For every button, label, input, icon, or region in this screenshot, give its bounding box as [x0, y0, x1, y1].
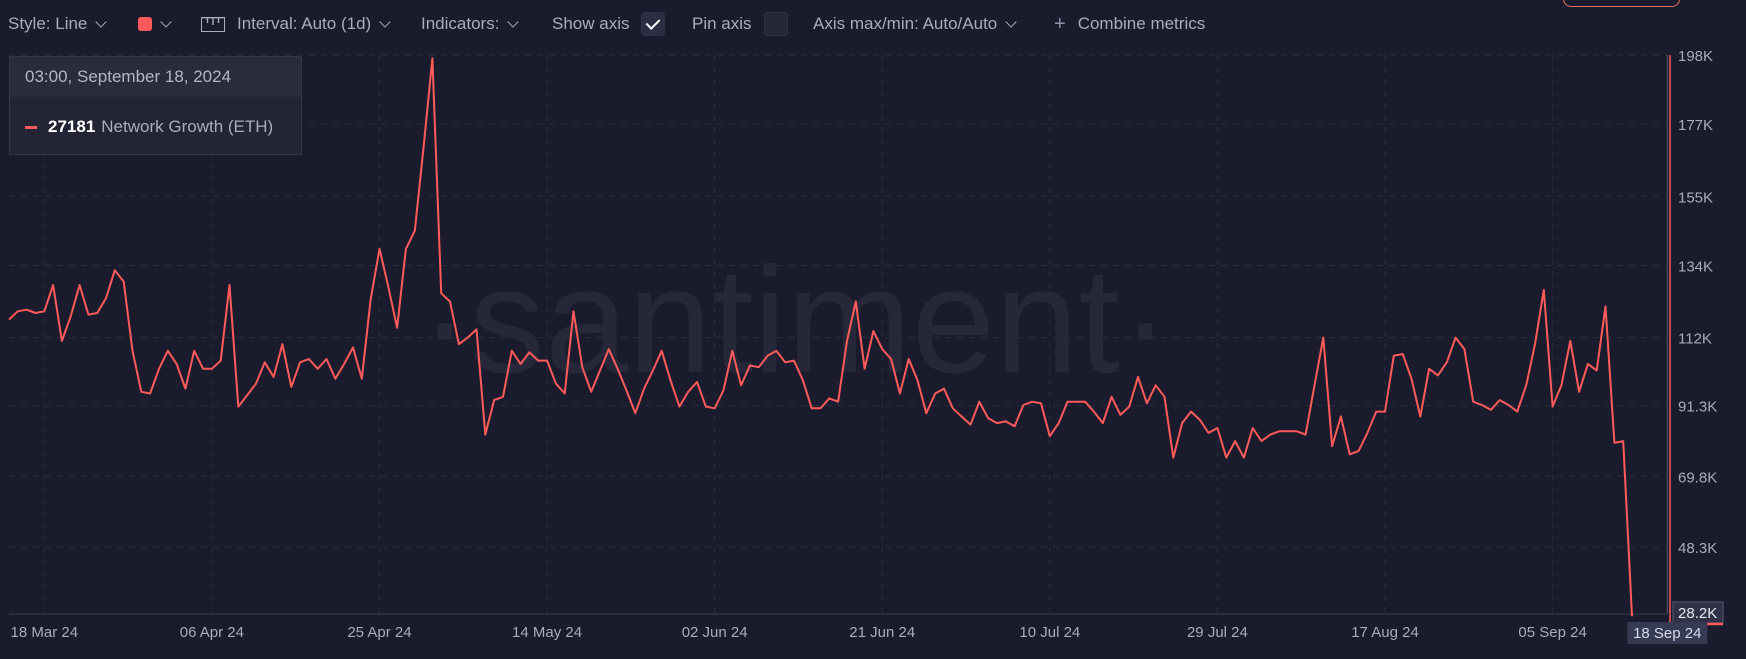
tooltip-row: 27181 Network Growth (ETH) — [25, 117, 273, 137]
crosshair-date-badge — [1627, 622, 1708, 644]
pin-axis-toggle[interactable]: Pin axis — [692, 12, 788, 36]
combine-metrics-label: Combine metrics — [1077, 14, 1206, 33]
color-swatch — [138, 17, 152, 31]
axis-range-dropdown[interactable]: Axis max/min: Auto/Auto — [813, 13, 1017, 35]
pin-axis-label: Pin axis — [692, 14, 752, 33]
indicators-dropdown[interactable]: Indicators: — [421, 13, 520, 35]
series-line-network-growth — [8, 57, 1633, 617]
chart-toolbar: Style: Line Interval: Auto (1d) Indicato… — [0, 0, 1746, 48]
y-tick-label: 91.3K — [1678, 399, 1717, 416]
y-tick-label: 112K — [1678, 331, 1712, 348]
y-tick-label: 48.3K — [1678, 540, 1717, 557]
x-tick-label: 02 Jun 24 — [682, 624, 748, 641]
x-tick-label: 05 Sep 24 — [1518, 624, 1586, 641]
plus-icon: + — [1054, 12, 1066, 35]
series-legend-dash — [25, 125, 37, 129]
style-label: Style: Line — [8, 14, 88, 33]
santiment-watermark: ·santiment· — [420, 236, 1170, 404]
crosshair-date-label: 18 Sep 24 — [1633, 625, 1701, 642]
tooltip-value: 27181 — [48, 117, 96, 136]
chart-tooltip: 03:00, September 18, 2024 27181 Network … — [9, 56, 302, 155]
show-axis-checkbox[interactable] — [641, 12, 666, 36]
axis-range-label: Axis max/min: Auto/Auto — [813, 14, 998, 33]
y-tick-label: 155K — [1678, 189, 1713, 206]
y-axis: 198K 177K 155K 134K 112K 91.3K 69.8K 48.3K 28.2K — [1669, 48, 1724, 626]
tooltip-metric: Network Growth (ETH) — [101, 117, 274, 136]
x-axis: 18 Mar 24 06 Apr 24 25 Apr 24 14 May 24 02 J… — [9, 613, 1708, 644]
y-tick-label: 198K — [1678, 48, 1713, 65]
show-axis-label: Show axis — [552, 14, 630, 33]
x-tick-label: 06 Apr 24 — [180, 624, 244, 641]
combine-metrics-button[interactable]: + Combine metrics — [1054, 13, 1205, 35]
x-tick-label: 25 Apr 24 — [347, 624, 411, 641]
y-tick-label: 69.8K — [1678, 469, 1717, 486]
color-dropdown[interactable] — [138, 13, 172, 35]
x-tick-label: 17 Aug 24 — [1351, 624, 1419, 641]
x-tick-label: 21 Jun 24 — [849, 624, 915, 641]
last-value-label: 28.2K — [1678, 605, 1717, 622]
indicators-label: Indicators: — [421, 14, 500, 33]
y-tick-label: 177K — [1678, 117, 1713, 134]
interval-label: Interval: Auto (1d) — [237, 14, 372, 33]
x-tick-label: 29 Jul 24 — [1187, 624, 1248, 641]
pin-axis-checkbox[interactable] — [763, 12, 788, 36]
interval-dropdown[interactable]: Interval: Auto (1d) — [201, 13, 391, 35]
x-tick-label: 10 Jul 24 — [1019, 624, 1080, 641]
ruler-icon — [201, 16, 225, 32]
x-tick-label: 18 Mar 24 — [11, 624, 79, 641]
x-tick-label: 14 May 24 — [512, 624, 582, 641]
show-axis-toggle[interactable]: Show axis — [552, 12, 666, 36]
style-dropdown[interactable]: Style: Line — [8, 13, 108, 35]
y-tick-label: 134K — [1678, 258, 1713, 275]
tooltip-date: 03:00, September 18, 2024 — [10, 57, 301, 97]
